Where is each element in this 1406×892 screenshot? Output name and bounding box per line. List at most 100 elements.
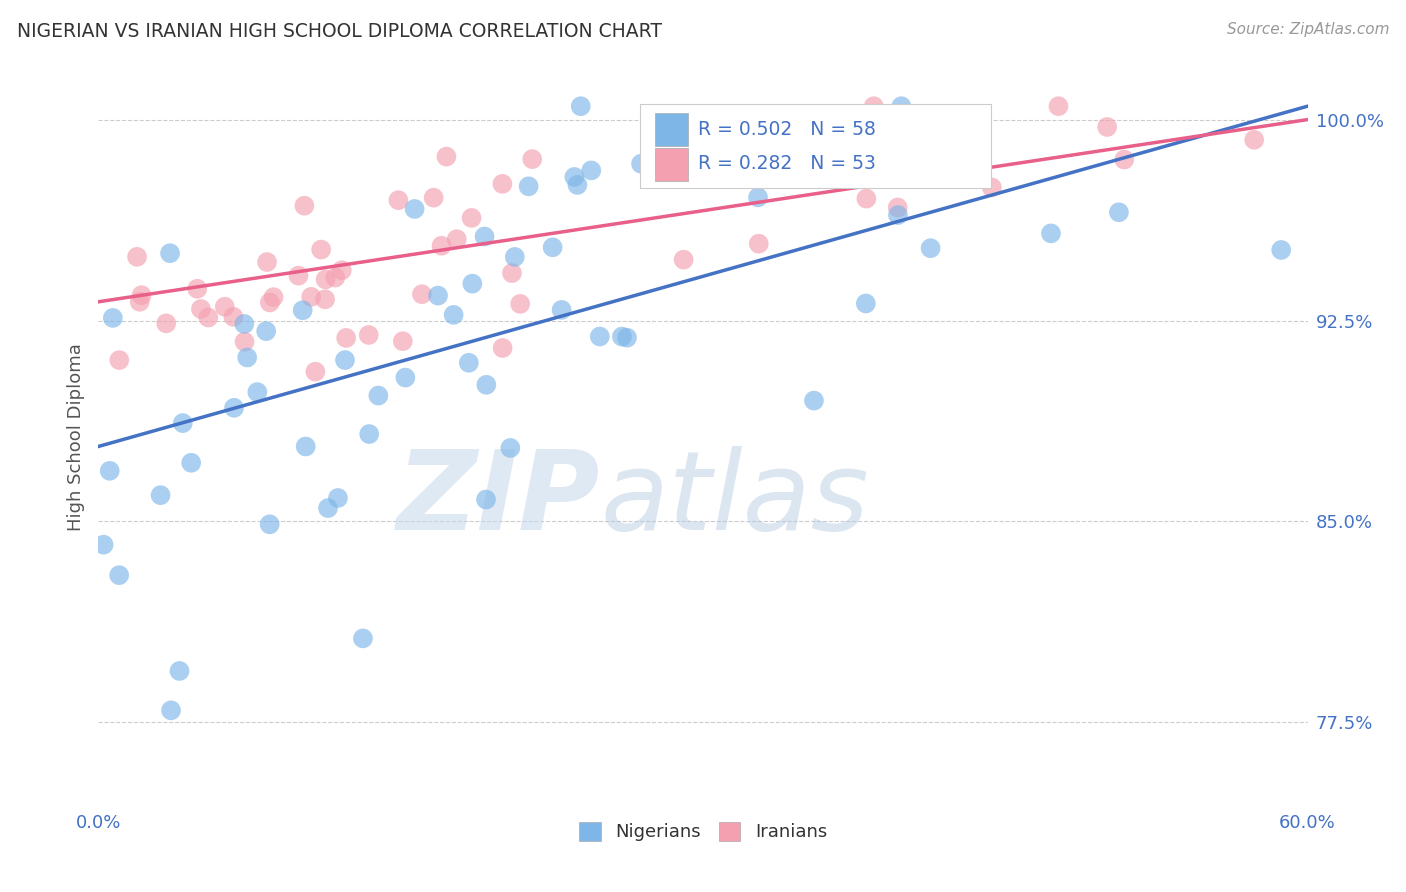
Point: [1270, 243, 1292, 257]
Point: [101, 310, 124, 325]
Point: [446, 232, 468, 246]
Point: [387, 193, 409, 207]
Point: [918, 110, 941, 124]
Point: [610, 329, 633, 343]
Point: [491, 177, 513, 191]
Point: [651, 164, 673, 178]
Point: [475, 492, 498, 507]
Point: [461, 277, 484, 291]
FancyBboxPatch shape: [640, 104, 991, 188]
Point: [172, 416, 194, 430]
Point: [855, 296, 877, 310]
Point: [108, 568, 131, 582]
Point: [517, 179, 540, 194]
Point: [1114, 153, 1136, 167]
Point: [291, 303, 314, 318]
Point: [294, 440, 316, 454]
Point: [391, 334, 413, 348]
Point: [430, 239, 453, 253]
Text: R = 0.502   N = 58: R = 0.502 N = 58: [699, 120, 876, 139]
Point: [886, 201, 908, 215]
Point: [263, 290, 285, 304]
Text: atlas: atlas: [600, 446, 869, 553]
Point: [367, 388, 389, 402]
Point: [1108, 205, 1130, 219]
Point: [214, 300, 236, 314]
Point: [422, 191, 444, 205]
Point: [304, 365, 326, 379]
FancyBboxPatch shape: [655, 148, 689, 181]
Point: [436, 150, 458, 164]
Point: [155, 316, 177, 330]
Point: [501, 266, 523, 280]
Point: [550, 302, 572, 317]
Point: [259, 517, 281, 532]
Point: [474, 229, 496, 244]
Point: [149, 488, 172, 502]
Point: [254, 324, 277, 338]
Point: [159, 246, 181, 260]
Legend: Nigerians, Iranians: Nigerians, Iranians: [572, 814, 834, 848]
Point: [1039, 227, 1062, 241]
Point: [236, 351, 259, 365]
Point: [887, 208, 910, 222]
Point: [567, 178, 589, 192]
Point: [569, 99, 592, 113]
Point: [222, 310, 245, 324]
Point: [330, 263, 353, 277]
Point: [443, 308, 465, 322]
Point: [821, 164, 844, 178]
Point: [287, 268, 309, 283]
Point: [672, 252, 695, 267]
Point: [866, 147, 889, 161]
Point: [748, 236, 770, 251]
Point: [509, 297, 531, 311]
Point: [616, 331, 638, 345]
Point: [128, 294, 150, 309]
Point: [564, 169, 586, 184]
Point: [890, 99, 912, 113]
Point: [581, 163, 603, 178]
Point: [359, 427, 381, 442]
Point: [747, 190, 769, 204]
Point: [1047, 99, 1070, 113]
Point: [323, 270, 346, 285]
Point: [309, 243, 332, 257]
Point: [108, 353, 131, 368]
Y-axis label: High School Diploma: High School Diploma: [66, 343, 84, 531]
Point: [314, 293, 336, 307]
Point: [427, 288, 450, 302]
Point: [93, 538, 115, 552]
Point: [335, 331, 357, 345]
Point: [499, 441, 522, 455]
Point: [125, 250, 148, 264]
Point: [256, 255, 278, 269]
Point: [233, 334, 256, 349]
Point: [980, 180, 1002, 194]
Point: [475, 377, 498, 392]
Point: [1243, 133, 1265, 147]
Point: [891, 159, 914, 173]
Point: [180, 456, 202, 470]
Point: [131, 288, 153, 302]
Point: [503, 250, 526, 264]
Point: [98, 464, 121, 478]
Point: [169, 664, 191, 678]
Point: [920, 241, 942, 255]
Point: [460, 211, 482, 225]
Point: [541, 240, 564, 254]
Point: [222, 401, 245, 415]
Text: Source: ZipAtlas.com: Source: ZipAtlas.com: [1226, 22, 1389, 37]
Point: [394, 370, 416, 384]
Point: [491, 341, 513, 355]
Point: [186, 282, 208, 296]
Point: [333, 353, 356, 368]
Point: [855, 192, 877, 206]
Text: R = 0.282   N = 53: R = 0.282 N = 53: [699, 154, 876, 173]
Point: [233, 317, 256, 331]
Point: [259, 295, 281, 310]
Point: [352, 632, 374, 646]
Point: [160, 703, 183, 717]
Point: [630, 157, 652, 171]
Point: [1095, 120, 1118, 134]
